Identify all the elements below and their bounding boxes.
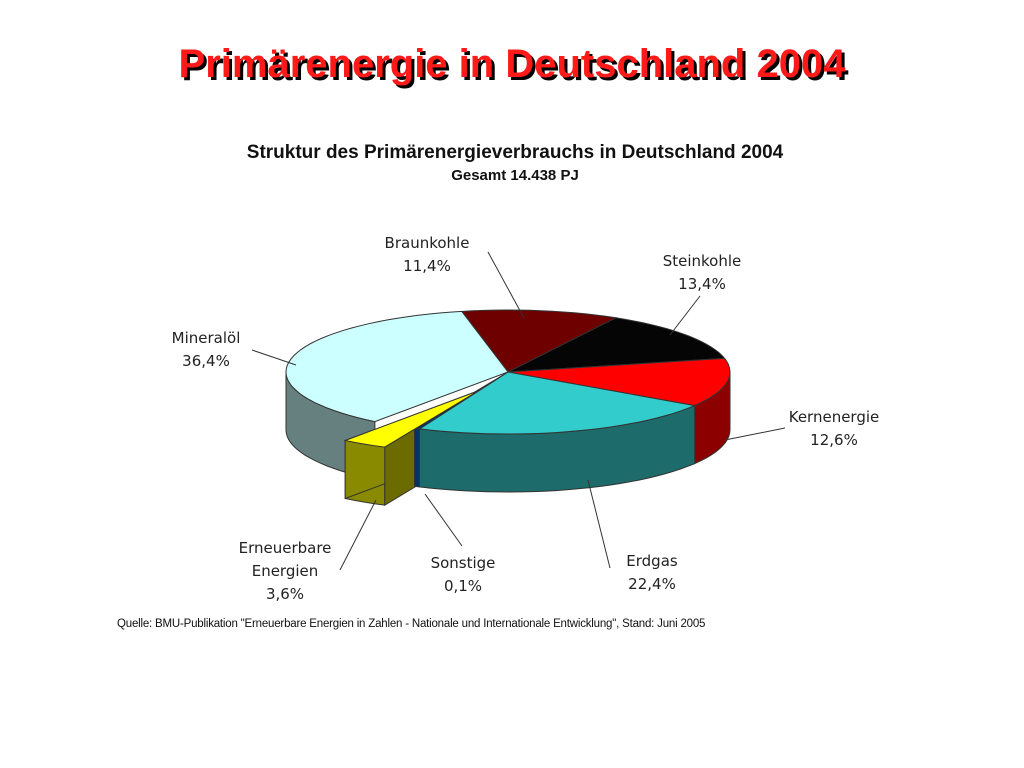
leader-line-erneuerbare-energien bbox=[339, 499, 377, 571]
pie-slice-mineraloel bbox=[285, 310, 509, 423]
category-label-steinkohle: Steinkohle bbox=[663, 252, 742, 270]
category-label-kernenergie: Kernenergie bbox=[789, 408, 880, 426]
source-note: Quelle: BMU-Publikation "Erneuerbare Ene… bbox=[117, 618, 706, 630]
category-label-erdgas: Erdgas bbox=[626, 552, 678, 570]
slide-title: Primärenergie in Deutschland 2004 bbox=[178, 42, 846, 86]
pie-slice-erdgas bbox=[418, 371, 697, 435]
category-label-mineraloel: Mineralöl bbox=[172, 329, 241, 347]
category-label-sonstige: Sonstige bbox=[431, 554, 496, 572]
data-label-sonstige: 0,1% bbox=[444, 577, 482, 595]
pie-slice-steinkohle bbox=[507, 317, 726, 373]
data-label-braunkohle: 11,4% bbox=[403, 257, 451, 275]
leader-line-kernenergie bbox=[724, 427, 786, 441]
chart-subtitle: Gesamt 14.438 PJ bbox=[451, 167, 579, 184]
pie-slice-erneuerbare-energien bbox=[343, 390, 479, 448]
leader-line-sonstige bbox=[424, 493, 463, 547]
pie-slice-kernenergie bbox=[507, 357, 731, 407]
category-label-erneuerbare-energien: Erneuerbare bbox=[239, 539, 332, 557]
leader-line-erdgas bbox=[587, 479, 611, 569]
category-label-erneuerbare-energien: Energien bbox=[252, 562, 319, 580]
data-label-erdgas: 22,4% bbox=[628, 575, 676, 593]
leader-line-mineraloel bbox=[251, 349, 297, 366]
data-label-mineraloel: 36,4% bbox=[182, 352, 230, 370]
category-label-braunkohle: Braunkohle bbox=[385, 234, 470, 252]
leader-line-steinkohle bbox=[669, 295, 701, 336]
data-label-steinkohle: 13,4% bbox=[678, 275, 726, 293]
chart-title: Struktur des Primärenergieverbrauchs in … bbox=[247, 142, 784, 163]
pie-side-sonstige bbox=[414, 427, 420, 488]
leader-line-braunkohle bbox=[487, 251, 525, 319]
data-label-kernenergie: 12,6% bbox=[810, 431, 858, 449]
data-label-erneuerbare-energien: 3,6% bbox=[266, 585, 304, 603]
pie-slice-braunkohle bbox=[460, 309, 618, 373]
